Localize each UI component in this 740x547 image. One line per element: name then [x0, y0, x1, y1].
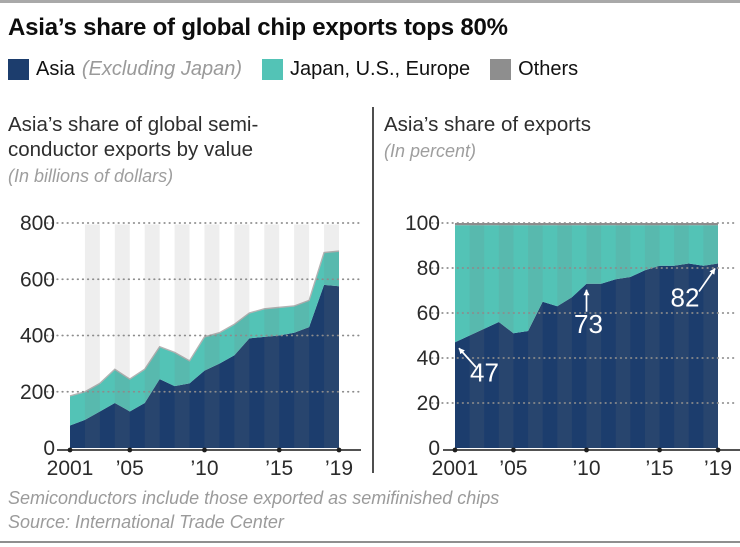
svg-text:600: 600: [20, 268, 55, 291]
svg-text:’10: ’10: [572, 457, 600, 480]
svg-text:’19: ’19: [704, 457, 732, 480]
percent-chart-subtitle: (In percent): [384, 141, 477, 161]
svg-text:2001: 2001: [432, 457, 479, 480]
footer-note: Semiconductors include those exported as…: [8, 488, 500, 508]
value-chart-title: Asia’s share of global semi- conductor e…: [8, 112, 258, 189]
value-chart-title-line2: conductor exports by value: [8, 138, 253, 161]
svg-text:800: 800: [20, 212, 55, 235]
japan-us-europe-color-swatch: [262, 59, 283, 80]
asia-color-swatch: [8, 59, 29, 80]
svg-text:0: 0: [428, 437, 440, 460]
legend-note-asia: (Excluding Japan): [81, 58, 242, 80]
legend-item-others: Others: [490, 58, 578, 81]
panel-divider: [372, 107, 374, 473]
export-share-annotations: 47 73 82: [458, 268, 716, 387]
others-color-swatch: [490, 59, 512, 80]
svg-text:100: 100: [405, 212, 440, 235]
footer: Semiconductors include those exported as…: [8, 486, 499, 534]
legend-label-others: Others: [518, 58, 579, 80]
svg-text:73: 73: [574, 309, 603, 339]
svg-text:’10: ’10: [190, 457, 218, 480]
page-title: Asia’s share of global chip exports tops…: [8, 14, 508, 41]
percent-chart-svg: 2001 ’05 ’10 ’15 ’19 0 20 40 60 80 100 47 73 82: [405, 212, 740, 480]
legend-item-asia: Asia (Excluding Japan): [8, 58, 242, 81]
value-chart-svg: 2001 ’05 ’10 ’15 ’19 0 200 400 600 800: [20, 212, 361, 480]
bottom-border-line: [0, 541, 740, 543]
svg-text:400: 400: [20, 325, 55, 348]
svg-text:82: 82: [671, 283, 700, 313]
export-value-gridlines: [46, 222, 361, 393]
export-share-y-tick-labels: 0 20 40 60 80 100: [405, 212, 440, 460]
export-share-year-bands: [469, 224, 718, 448]
svg-text:2001: 2001: [47, 457, 94, 480]
export-share-x-axis: [443, 447, 740, 453]
svg-text:’05: ’05: [116, 457, 144, 480]
svg-text:40: 40: [417, 347, 440, 370]
svg-text:’15: ’15: [646, 457, 674, 480]
footer-source: Source: International Trade Center: [8, 512, 284, 532]
export-share-x-tick-labels: 2001 ’05 ’10 ’15 ’19: [432, 457, 732, 480]
export-value-x-tick-labels: 2001 ’05 ’10 ’15 ’19: [47, 457, 353, 480]
legend-label-japan-us-europe: Japan, U.S., Europe: [290, 58, 471, 80]
export-share-gridlines: [431, 222, 739, 404]
chart-legend: Asia (Excluding Japan) Japan, U.S., Euro…: [8, 58, 578, 81]
export-share-band-japan_us_europe: [455, 225, 718, 343]
svg-text:80: 80: [417, 257, 440, 280]
svg-text:’05: ’05: [499, 457, 527, 480]
percent-chart-title-line1: Asia’s share of exports: [384, 113, 592, 136]
export-value-areas: [69, 250, 340, 448]
svg-text:47: 47: [470, 357, 499, 387]
export-value-x-axis: [57, 447, 361, 453]
export-value-teal-top-outline: [69, 250, 340, 397]
export-value-y-tick-labels: 0 200 400 600 800: [20, 212, 55, 460]
value-chart-subtitle: (In billions of dollars): [8, 166, 174, 186]
export-value-band-japan_us_europe: [70, 251, 339, 426]
svg-text:200: 200: [20, 381, 55, 404]
export-share-band-asia: [455, 263, 718, 448]
svg-text:0: 0: [43, 437, 55, 460]
top-accent-bar: [0, 0, 740, 3]
svg-text:’15: ’15: [265, 457, 293, 480]
legend-item-japan-us-europe: Japan, U.S., Europe: [262, 58, 470, 81]
legend-label-asia: Asia: [36, 58, 75, 80]
value-chart-title-line1: Asia’s share of global semi-: [8, 113, 259, 136]
percent-chart-title: Asia’s share of exports (In percent): [384, 112, 591, 164]
svg-text:’19: ’19: [325, 457, 353, 480]
charts-area: 2001’05’10’15’19 0 200 400 600 800 2001’05’10…: [0, 200, 740, 480]
svg-text:20: 20: [417, 392, 440, 415]
svg-text:60: 60: [417, 302, 440, 325]
